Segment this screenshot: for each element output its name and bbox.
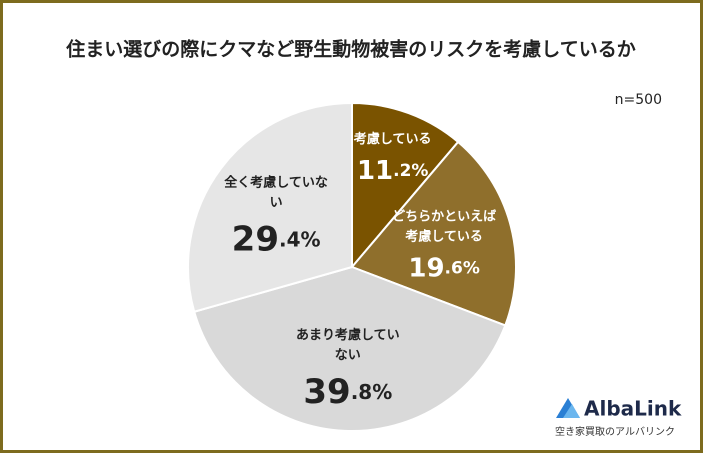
pie-slice (187, 101, 353, 313)
value-label: 19.6% (408, 253, 480, 283)
pie-slice (350, 140, 517, 327)
pie-slice (351, 101, 460, 270)
slice-label: どちらかといえば考慮している (392, 209, 496, 244)
chart-title: 住まい選びの際にクマなど野生動物被害のリスクを考慮しているか (65, 38, 635, 61)
logo: AlbaLink 空き家買取のアルバリンク (555, 397, 682, 439)
value-label: 39.8% (303, 372, 392, 412)
value-label: 11.2% (357, 156, 429, 186)
slice-label: 考慮している (353, 131, 432, 147)
slice-label: 全く考慮していない (224, 174, 328, 210)
chart-subtitle: n=500 (615, 92, 662, 108)
logo-tagline: 空き家買取のアルバリンク (555, 425, 675, 438)
pie: 考慮している 11.2% どちらかといえば考慮している 19.6% あまり考慮していない… (187, 101, 517, 432)
slice-label: あまり考慮していない (296, 327, 400, 363)
value-label: 29.4% (232, 219, 321, 259)
logo-name: AlbaLink (584, 397, 682, 421)
logo-icon-accent (563, 404, 580, 418)
pie-slice (192, 265, 507, 432)
